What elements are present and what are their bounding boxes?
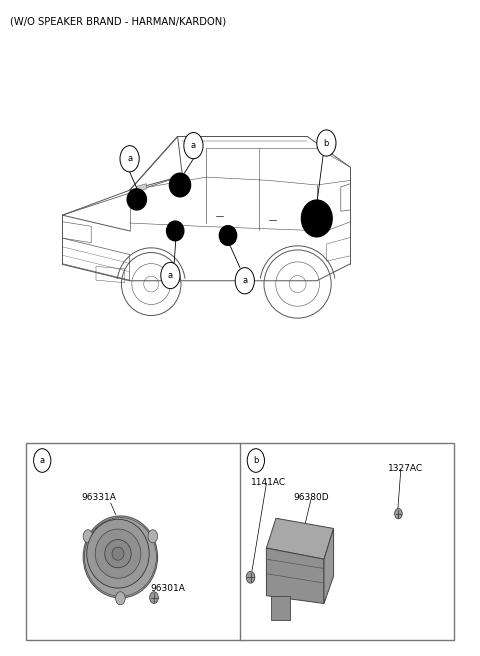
Text: b: b bbox=[324, 138, 329, 148]
Text: a: a bbox=[242, 276, 247, 285]
Ellipse shape bbox=[87, 520, 149, 588]
Bar bbox=[26, 443, 454, 640]
Circle shape bbox=[148, 530, 157, 543]
Circle shape bbox=[317, 130, 336, 156]
Circle shape bbox=[83, 530, 93, 543]
Polygon shape bbox=[324, 529, 334, 604]
Ellipse shape bbox=[95, 529, 141, 579]
Circle shape bbox=[184, 133, 203, 159]
Text: 96331A: 96331A bbox=[81, 493, 116, 502]
Ellipse shape bbox=[83, 516, 157, 598]
Ellipse shape bbox=[301, 200, 332, 237]
Text: a: a bbox=[40, 456, 45, 465]
Polygon shape bbox=[266, 518, 334, 559]
Text: a: a bbox=[168, 271, 173, 280]
Ellipse shape bbox=[219, 226, 237, 245]
Text: 96380D: 96380D bbox=[293, 493, 329, 502]
Ellipse shape bbox=[127, 189, 146, 210]
Circle shape bbox=[395, 508, 402, 519]
Ellipse shape bbox=[84, 518, 156, 596]
Text: 96301A: 96301A bbox=[150, 584, 185, 593]
Circle shape bbox=[116, 592, 125, 605]
Ellipse shape bbox=[167, 221, 184, 241]
Circle shape bbox=[150, 592, 158, 604]
Circle shape bbox=[34, 449, 51, 472]
Polygon shape bbox=[271, 596, 290, 620]
Text: a: a bbox=[191, 141, 196, 150]
Text: b: b bbox=[253, 456, 259, 465]
Circle shape bbox=[247, 449, 264, 472]
Text: 1141AC: 1141AC bbox=[251, 478, 287, 487]
Ellipse shape bbox=[105, 539, 131, 568]
Text: (W/O SPEAKER BRAND - HARMAN/KARDON): (W/O SPEAKER BRAND - HARMAN/KARDON) bbox=[10, 16, 226, 26]
Text: 1327AC: 1327AC bbox=[388, 464, 423, 473]
Circle shape bbox=[120, 146, 139, 172]
Circle shape bbox=[235, 268, 254, 294]
Circle shape bbox=[161, 262, 180, 289]
Ellipse shape bbox=[112, 547, 124, 560]
Text: a: a bbox=[127, 154, 132, 163]
Circle shape bbox=[246, 571, 255, 583]
Polygon shape bbox=[137, 184, 146, 192]
Ellipse shape bbox=[169, 173, 191, 197]
Polygon shape bbox=[266, 548, 324, 604]
